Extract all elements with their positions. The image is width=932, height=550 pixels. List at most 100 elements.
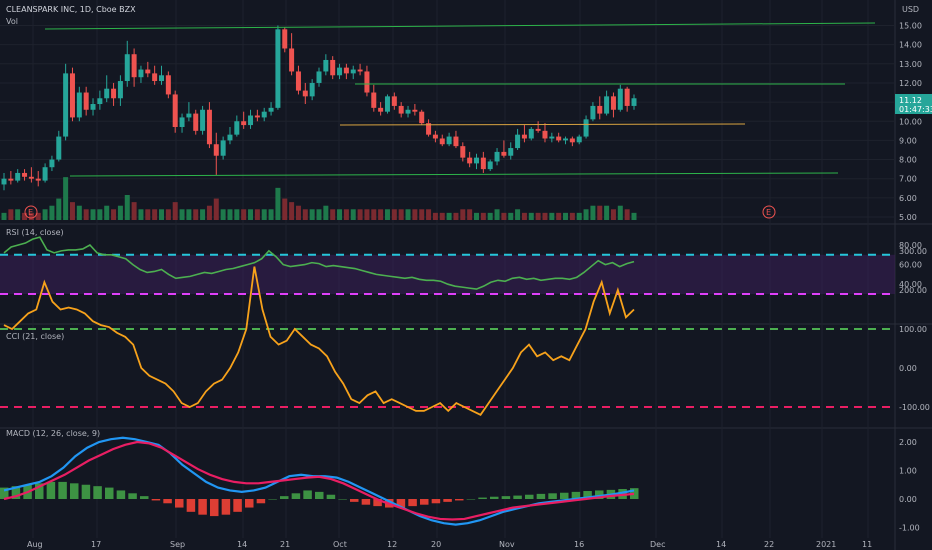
last-price-tag: 11.12 01:47:33 xyxy=(895,94,932,114)
macd-histogram-bar xyxy=(630,488,639,499)
candle-body xyxy=(343,67,349,74)
volume-bar xyxy=(569,212,575,220)
volume-bar xyxy=(350,209,356,220)
volume-bar xyxy=(138,209,144,220)
volume-bar xyxy=(563,212,569,220)
volume-bar xyxy=(131,202,137,220)
cci-title[interactable]: CCI (21, close) xyxy=(6,332,64,341)
candle-body xyxy=(22,172,28,177)
volume-bar xyxy=(391,209,397,220)
macd-pane[interactable] xyxy=(0,436,639,526)
candle-body xyxy=(508,148,514,156)
macd-histogram-bar xyxy=(210,499,219,517)
candle-body xyxy=(309,82,315,97)
earnings-icon: E xyxy=(766,208,771,217)
rsi-line xyxy=(3,236,635,290)
currency-label: USD xyxy=(902,5,919,14)
volume-bar xyxy=(159,209,164,220)
candle-body xyxy=(138,69,144,78)
candle-body xyxy=(28,176,34,179)
price-tick-label: 14.00 xyxy=(899,41,922,50)
candle-body xyxy=(412,109,418,112)
volume-bar xyxy=(124,195,130,220)
macd-histogram-bar xyxy=(70,483,79,499)
volume-bar xyxy=(467,209,473,220)
symbol-title[interactable]: CLEANSPARK INC, 1D, Cboe BZX xyxy=(6,5,136,14)
candle-body xyxy=(364,71,370,93)
volume-bar xyxy=(8,209,14,220)
volume-bar xyxy=(624,209,630,220)
volume-bar xyxy=(398,209,404,220)
rsi-tick-label: 60.00 xyxy=(899,261,922,270)
candle-body xyxy=(549,136,555,139)
macd-histogram-bar xyxy=(128,493,137,499)
volume-bar xyxy=(15,209,21,220)
volume-bar xyxy=(576,212,582,220)
macd-histogram-bar xyxy=(245,499,254,508)
candle-body xyxy=(521,134,527,139)
price-tick-label: 15.00 xyxy=(899,22,922,31)
cci-tick-label: 100.00 xyxy=(899,325,927,334)
macd-histogram-bar xyxy=(198,499,207,515)
volume-bar xyxy=(419,209,425,220)
macd-histogram-bar xyxy=(443,499,452,502)
candle-body xyxy=(535,128,541,131)
macd-title[interactable]: MACD (12, 26, close, 9) xyxy=(6,429,100,438)
candle-body xyxy=(220,140,226,156)
volume-bar xyxy=(49,205,55,220)
candle-body xyxy=(35,178,41,181)
volume-bar xyxy=(487,212,493,220)
volume-bar xyxy=(165,209,171,220)
candle-body xyxy=(165,75,171,95)
candle-body xyxy=(241,121,247,126)
earnings-marker-1[interactable]: E xyxy=(24,205,38,219)
candle-body xyxy=(111,88,117,99)
volume-bar xyxy=(549,212,555,220)
x-tick-label: 11 xyxy=(862,540,872,549)
macd-histogram-bar xyxy=(373,499,382,507)
candle-body xyxy=(254,115,260,118)
candle-body xyxy=(357,69,363,72)
candle-body xyxy=(576,136,582,143)
volume-bar xyxy=(508,212,514,220)
candle-body xyxy=(145,69,151,74)
macd-histogram-bar xyxy=(361,499,371,505)
cci-tick-label: -100.00 xyxy=(899,403,930,412)
x-tick-label: Oct xyxy=(333,540,347,549)
volume-bar xyxy=(295,205,301,220)
candle-body xyxy=(172,94,178,127)
candle-body xyxy=(200,109,206,131)
price-tick-label: 6.00 xyxy=(899,194,917,203)
candle-body xyxy=(460,146,466,158)
macd-histogram-bar xyxy=(151,499,161,501)
candle-body xyxy=(42,167,48,181)
candle-body xyxy=(49,159,55,168)
volume-bar xyxy=(69,202,75,220)
rsi-title[interactable]: RSI (14, close) xyxy=(6,228,64,237)
candle-body xyxy=(378,107,384,112)
cci-pane[interactable] xyxy=(0,266,895,416)
x-tick-label: Aug xyxy=(27,540,43,549)
candle-body xyxy=(563,138,569,141)
volume-label[interactable]: Vol xyxy=(6,17,18,26)
earnings-marker-2[interactable]: E xyxy=(762,205,776,219)
volume-bar xyxy=(617,205,623,220)
volume-bar xyxy=(597,205,603,220)
candle-body xyxy=(391,96,397,106)
cci-line xyxy=(3,266,635,416)
volume-bar xyxy=(378,209,384,220)
macd-histogram-bar xyxy=(396,499,406,508)
volume-bar xyxy=(268,209,274,220)
price-pane[interactable] xyxy=(1,22,876,220)
rsi-pane[interactable] xyxy=(0,236,895,295)
candle-body xyxy=(56,136,62,160)
candle-body xyxy=(337,67,343,76)
candle-body xyxy=(179,117,185,127)
candle-body xyxy=(446,136,452,145)
candle-body xyxy=(117,81,123,99)
candle-body xyxy=(97,98,103,105)
macd-histogram-bar xyxy=(303,490,312,499)
macd-histogram-bar xyxy=(175,499,184,508)
volume-bar xyxy=(104,205,110,220)
